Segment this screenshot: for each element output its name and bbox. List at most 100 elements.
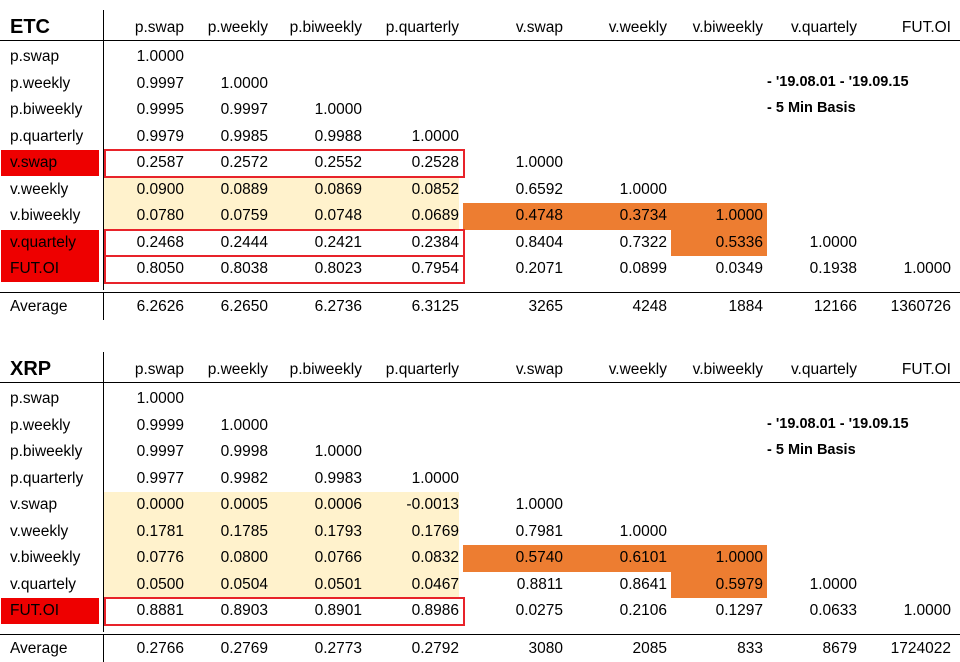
column-header: v.weekly — [608, 19, 667, 36]
column-header: p.weekly — [207, 361, 268, 378]
average-value: 0.2773 — [314, 640, 362, 657]
highlight-orange — [463, 203, 567, 230]
value-cell: 0.8903 — [220, 602, 268, 619]
value-cell: 0.9979 — [136, 127, 184, 145]
value-cell: 0.0689 — [411, 207, 459, 224]
row-label: FUT.OI — [1, 256, 99, 282]
value-cell: 0.7322 — [619, 233, 667, 251]
value-cell: 0.0776 — [136, 549, 184, 566]
value-cell: 0.0900 — [136, 180, 184, 198]
value-cell: 0.2572 — [220, 154, 268, 171]
value-cell: 1.0000 — [136, 390, 184, 407]
row-label: v.quartely — [1, 229, 99, 256]
header-divider — [0, 40, 960, 41]
value-cell: 1.0000 — [411, 127, 459, 145]
average-value: 0.2766 — [136, 640, 184, 657]
row-label: p.quarterly — [10, 469, 84, 487]
value-cell: 0.2444 — [220, 233, 268, 251]
row-label: v.swap — [1, 150, 99, 176]
value-cell: 0.9999 — [136, 416, 184, 434]
value-cell: 0.9998 — [220, 443, 268, 460]
highlight-beige — [104, 492, 459, 519]
value-cell: 0.8641 — [619, 575, 667, 593]
value-cell: 1.0000 — [903, 602, 951, 619]
value-cell: 0.3734 — [619, 207, 667, 224]
value-cell: 0.8038 — [220, 260, 268, 277]
value-cell: 0.0869 — [314, 180, 362, 198]
value-cell: 0.9988 — [314, 127, 362, 145]
average-value: 833 — [737, 640, 763, 657]
row-label: v.biweekly — [10, 207, 81, 224]
value-cell: 0.9995 — [136, 101, 184, 118]
value-cell: 0.8404 — [515, 233, 563, 251]
date-range-note: - 5 Min Basis — [767, 100, 856, 116]
average-value: 1360726 — [890, 298, 951, 315]
value-cell: 0.0780 — [136, 207, 184, 224]
average-label: Average — [10, 298, 68, 315]
row-label: p.swap — [10, 48, 60, 65]
value-cell: 0.7981 — [515, 522, 563, 540]
date-range-note: - '19.08.01 - '19.09.15 — [767, 74, 909, 90]
value-cell: 1.0000 — [809, 233, 857, 251]
average-value: 6.3125 — [411, 298, 459, 315]
value-cell: 0.9983 — [314, 469, 362, 487]
value-cell: 0.8050 — [136, 260, 184, 277]
value-cell: 0.9997 — [220, 101, 268, 118]
average-value: 0.2792 — [411, 640, 459, 657]
value-cell: 0.1781 — [136, 522, 184, 540]
value-cell: 0.9997 — [136, 74, 184, 92]
value-cell: 1.0000 — [903, 260, 951, 277]
value-cell: -0.0013 — [406, 496, 459, 513]
average-value: 6.2736 — [314, 298, 362, 315]
value-cell: 0.1297 — [715, 602, 763, 619]
average-label-divider — [103, 634, 104, 662]
value-cell: 0.9985 — [220, 127, 268, 145]
row-label: p.biweekly — [10, 443, 83, 460]
average-value: 6.2650 — [220, 298, 268, 315]
value-cell: 0.0006 — [314, 496, 362, 513]
value-cell: 0.2587 — [136, 154, 184, 171]
value-cell: 1.0000 — [809, 575, 857, 593]
column-header: FUT.OI — [901, 361, 951, 378]
value-cell: 0.2071 — [515, 260, 563, 277]
average-value: 3265 — [528, 298, 563, 315]
highlight-beige — [104, 571, 459, 598]
average-value: 4248 — [632, 298, 667, 315]
value-cell: 0.0633 — [809, 602, 857, 619]
value-cell: 1.0000 — [136, 48, 184, 65]
value-cell: 1.0000 — [220, 74, 268, 92]
value-cell: 0.0504 — [220, 575, 268, 593]
row-label: p.swap — [10, 390, 60, 407]
highlight-orange — [671, 545, 767, 572]
column-header: p.biweekly — [289, 361, 362, 378]
column-header: p.quarterly — [385, 361, 459, 378]
value-cell: 0.9977 — [136, 469, 184, 487]
average-divider — [0, 292, 960, 293]
value-cell: 0.2528 — [411, 154, 459, 171]
row-label: v.weekly — [10, 180, 69, 198]
value-cell: 0.0899 — [619, 260, 667, 277]
row-label: FUT.OI — [1, 598, 99, 624]
row-label: v.biweekly — [10, 549, 81, 566]
average-value: 12166 — [813, 298, 857, 315]
value-cell: 1.0000 — [314, 443, 362, 460]
column-header: p.swap — [134, 19, 184, 36]
value-cell: 0.8901 — [314, 602, 362, 619]
value-cell: 0.0766 — [314, 549, 362, 566]
average-label: Average — [10, 640, 68, 657]
highlight-beige — [104, 545, 459, 572]
column-header: p.weekly — [207, 19, 268, 36]
column-header: v.weekly — [608, 361, 667, 378]
highlight-orange — [567, 545, 671, 572]
value-cell: 0.6101 — [619, 549, 667, 566]
average-value: 2085 — [632, 640, 667, 657]
highlight-orange — [671, 203, 767, 230]
column-header: v.swap — [515, 19, 563, 36]
highlight-orange — [671, 229, 767, 256]
value-cell: 0.0748 — [314, 207, 362, 224]
column-header: v.quartely — [790, 361, 857, 378]
value-cell: 0.0467 — [411, 575, 459, 593]
value-cell: 0.6592 — [515, 180, 563, 198]
value-cell: 0.0759 — [220, 207, 268, 224]
average-value: 3080 — [528, 640, 563, 657]
